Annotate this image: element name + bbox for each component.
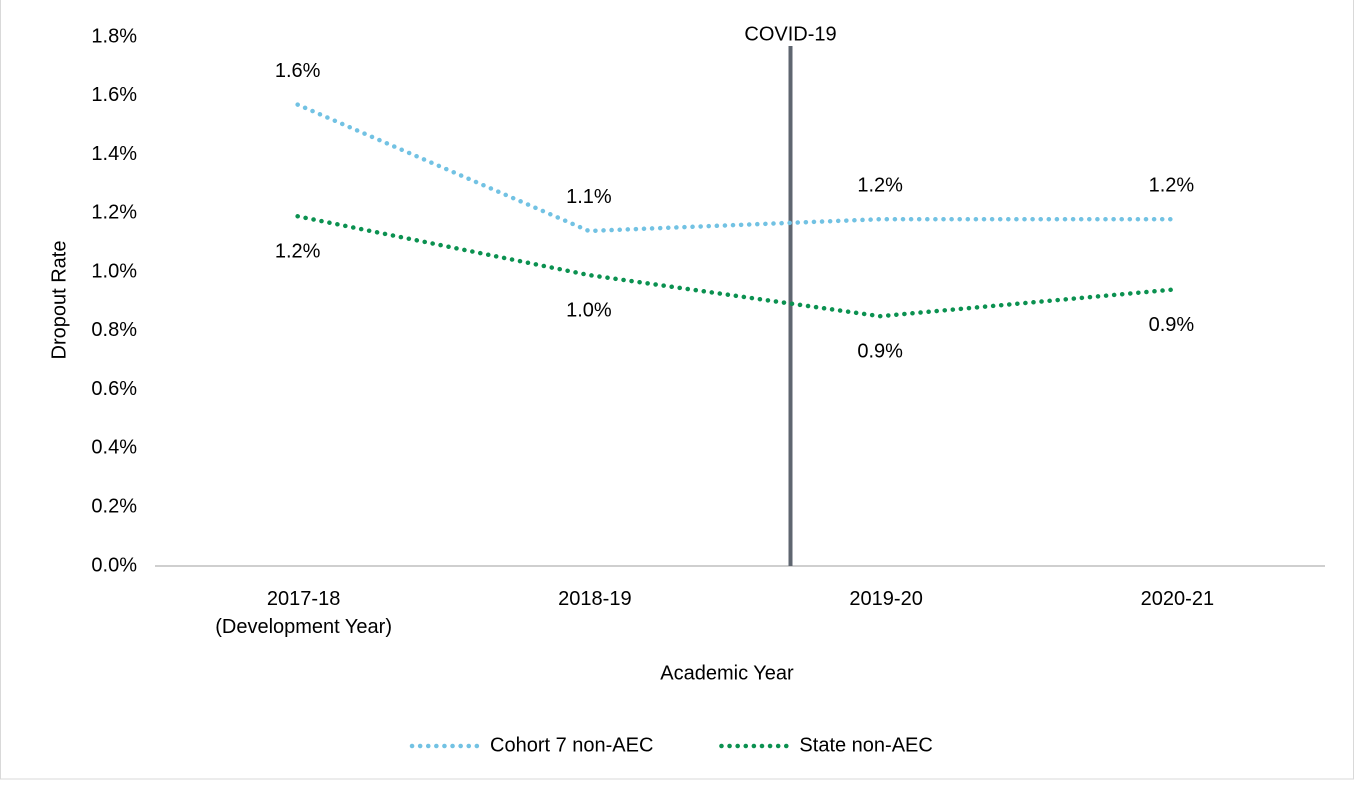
x-tick-label: 2018-19 (558, 588, 631, 610)
x-tick-label: 2020-21 (1141, 588, 1214, 610)
covid-label: COVID-19 (744, 23, 836, 45)
data-label: 1.2% (1149, 174, 1195, 196)
y-tick-label: 1.8% (91, 25, 137, 47)
y-tick-label: 0.6% (91, 378, 137, 400)
data-label: 0.9% (1149, 314, 1195, 336)
y-tick-label: 1.2% (91, 202, 137, 224)
y-tick-label: 1.0% (91, 260, 137, 282)
x-tick-label-line: 2019-20 (849, 588, 922, 610)
x-tick-label-line: 2020-21 (1141, 588, 1214, 610)
data-label: 0.9% (857, 340, 903, 362)
series-line (295, 214, 1174, 319)
x-tick-label-line: 2018-19 (558, 588, 631, 610)
series-line (295, 102, 1174, 234)
data-label: 1.2% (857, 174, 903, 196)
data-label: 1.1% (566, 186, 612, 208)
legend-label: Cohort 7 non-AEC (490, 734, 653, 756)
y-axis-title: Dropout Rate (48, 241, 70, 360)
data-label: 1.0% (566, 299, 612, 321)
legend-label: State non-AEC (799, 734, 932, 756)
x-tick-label-line: (Development Year) (215, 616, 392, 638)
x-tick-label-line: 2017-18 (267, 588, 340, 610)
y-tick-label: 0.2% (91, 496, 137, 518)
y-tick-label: 0.4% (91, 437, 137, 459)
data-label: 1.6% (275, 60, 321, 82)
y-tick-label: 0.8% (91, 319, 137, 341)
y-tick-label: 1.4% (91, 143, 137, 165)
y-tick-label: 0.0% (91, 554, 137, 576)
data-label: 1.2% (275, 241, 321, 263)
y-tick-label: 1.6% (91, 84, 137, 106)
x-axis-title: Academic Year (660, 662, 794, 684)
x-tick-label: 2017-18 (Development Year) (215, 588, 392, 638)
x-tick-label: 2019-20 (849, 588, 922, 610)
